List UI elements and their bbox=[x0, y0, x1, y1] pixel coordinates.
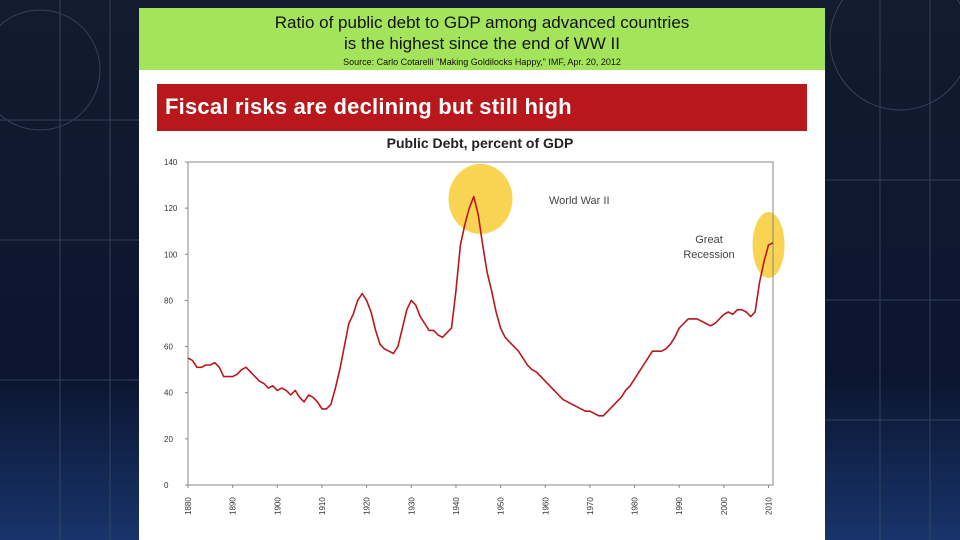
x-tick-label: 1970 bbox=[586, 497, 595, 515]
y-tick-label: 40 bbox=[164, 389, 173, 398]
x-tick-label: 1930 bbox=[407, 497, 416, 515]
title-banner: Ratio of public debt to GDP among advanc… bbox=[139, 8, 825, 70]
y-tick-label: 20 bbox=[164, 435, 173, 444]
x-tick-label: 1900 bbox=[273, 497, 282, 515]
x-tick-label: 1990 bbox=[675, 497, 684, 515]
x-tick-label: 1950 bbox=[497, 497, 506, 515]
plot-frame bbox=[187, 161, 774, 486]
x-tick-label: 1980 bbox=[631, 497, 640, 515]
annotation-great-recession-line2: Recession bbox=[683, 249, 734, 261]
y-tick-label: 80 bbox=[164, 296, 173, 305]
y-tick-label: 120 bbox=[164, 204, 178, 213]
x-tick-label: 1880 bbox=[184, 497, 193, 515]
wwii-highlight bbox=[448, 163, 513, 234]
public-debt-line bbox=[187, 195, 774, 417]
y-tick-label: 60 bbox=[164, 343, 173, 352]
annotation-great-recession-line1: Great bbox=[695, 234, 723, 246]
chart-panel bbox=[139, 70, 825, 540]
x-tick-label: 1940 bbox=[452, 497, 461, 515]
chart-title: Public Debt, percent of GDP bbox=[386, 135, 574, 151]
x-tick-label: 1910 bbox=[318, 497, 327, 515]
banner-title-line-2: is the highest since the end of WW II bbox=[344, 34, 620, 53]
x-tick-label: 1890 bbox=[229, 497, 238, 515]
headline-text: Fiscal risks are declining but still hig… bbox=[165, 94, 572, 119]
annotation-world-war-ii: World War II bbox=[549, 195, 610, 207]
x-tick-label: 1960 bbox=[541, 497, 550, 515]
banner-source: Source: Carlo Cotarelli "Making Goldiloc… bbox=[343, 57, 621, 67]
y-tick-label: 0 bbox=[164, 481, 169, 490]
x-tick-label: 2010 bbox=[765, 497, 774, 515]
x-tick-label: 2000 bbox=[720, 497, 729, 515]
y-tick-label: 140 bbox=[164, 158, 178, 167]
debt-line-chart: 0 20 40 60 80 100 120 140 1880 1890 1900 1910 1920 19… bbox=[164, 158, 785, 515]
y-tick-label: 100 bbox=[164, 250, 178, 259]
banner-title-line-1: Ratio of public debt to GDP among advanc… bbox=[274, 13, 690, 32]
headline-bar: Fiscal risks are declining but still hig… bbox=[157, 84, 807, 131]
x-tick-label: 1920 bbox=[363, 497, 372, 515]
